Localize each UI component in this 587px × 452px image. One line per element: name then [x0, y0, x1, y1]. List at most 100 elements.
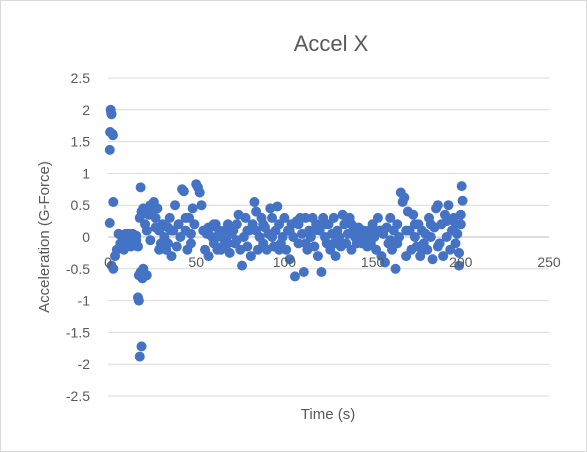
- data-point: [289, 271, 300, 282]
- data-point: [208, 219, 219, 230]
- data-point: [427, 254, 438, 265]
- data-point: [443, 200, 454, 211]
- data-points: [104, 104, 468, 362]
- data-point: [215, 244, 226, 255]
- data-point: [251, 225, 262, 236]
- x-axis-ticks: 0 50 100 150 200 250: [104, 254, 561, 270]
- data-point: [416, 244, 427, 255]
- data-point: [408, 209, 419, 220]
- data-point: [141, 225, 152, 236]
- data-point: [245, 251, 256, 262]
- x-tick-label: 100: [273, 254, 297, 270]
- data-point: [274, 244, 285, 255]
- data-point: [357, 238, 368, 249]
- data-point: [309, 241, 320, 252]
- data-point: [185, 228, 196, 239]
- data-point: [104, 144, 115, 155]
- y-axis-ticks: 2.5 2 1.5 1 0.5 0 -0.5 -1 -1.5 -2 -2.5: [66, 70, 90, 404]
- data-point: [135, 182, 146, 193]
- data-point: [293, 238, 304, 249]
- data-point: [171, 241, 182, 252]
- data-point: [150, 212, 161, 223]
- data-point: [224, 247, 235, 258]
- x-tick-label: 150: [361, 254, 385, 270]
- data-point: [319, 219, 330, 230]
- data-point: [328, 212, 339, 223]
- data-point: [438, 251, 449, 262]
- data-point: [312, 251, 323, 262]
- data-point: [231, 235, 242, 246]
- data-point: [131, 230, 142, 241]
- data-point: [237, 260, 248, 271]
- data-point: [203, 251, 214, 262]
- data-point: [173, 219, 184, 230]
- x-tick-label: 200: [449, 254, 473, 270]
- y-tick-label: 1: [82, 165, 90, 181]
- data-point: [162, 238, 173, 249]
- data-point: [330, 251, 341, 262]
- data-point: [390, 263, 401, 274]
- data-point: [432, 241, 443, 252]
- data-point: [104, 218, 115, 229]
- y-axis-label: Acceleration (G-Force): [36, 161, 53, 313]
- data-point: [281, 244, 292, 255]
- y-tick-label: -2: [78, 356, 91, 372]
- x-tick-label: 250: [537, 254, 561, 270]
- data-point: [337, 238, 348, 249]
- y-tick-label: -1.5: [66, 324, 90, 340]
- data-point: [249, 197, 260, 208]
- data-point: [242, 225, 253, 236]
- data-point: [170, 200, 181, 211]
- y-tick-label: -0.5: [66, 261, 90, 277]
- chart-title: Accel X: [294, 31, 369, 56]
- data-point: [180, 212, 191, 223]
- data-point: [409, 232, 420, 242]
- data-point: [441, 216, 452, 227]
- data-point: [185, 238, 196, 249]
- data-point: [267, 232, 278, 242]
- data-point: [108, 263, 119, 274]
- data-point: [452, 228, 463, 239]
- data-point: [279, 212, 290, 223]
- data-point: [346, 219, 357, 230]
- data-point: [194, 187, 205, 198]
- data-point: [154, 244, 165, 255]
- data-point: [365, 225, 376, 236]
- data-point: [293, 219, 304, 230]
- data-point: [392, 238, 403, 249]
- data-point: [272, 201, 283, 212]
- data-point: [457, 195, 468, 206]
- data-point: [450, 238, 461, 249]
- data-point: [152, 203, 163, 214]
- y-tick-label: -2.5: [66, 388, 90, 404]
- data-point: [141, 270, 152, 281]
- data-point: [432, 200, 443, 211]
- data-point: [133, 295, 144, 306]
- data-point: [455, 209, 466, 220]
- y-tick-label: 0: [82, 229, 90, 245]
- y-tick-label: 1.5: [71, 134, 91, 150]
- data-point: [284, 225, 295, 236]
- data-point: [454, 260, 465, 271]
- data-point: [300, 238, 311, 249]
- data-point: [134, 351, 145, 362]
- data-point: [258, 219, 269, 230]
- data-point: [150, 222, 161, 233]
- data-point: [392, 219, 403, 230]
- data-point: [164, 212, 175, 223]
- data-point: [309, 225, 320, 236]
- data-point: [376, 225, 387, 236]
- data-point: [409, 219, 420, 230]
- y-tick-label: 2: [82, 102, 90, 118]
- data-point: [456, 181, 467, 192]
- data-point: [145, 235, 156, 246]
- y-tick-label: 0.5: [71, 197, 91, 213]
- data-point: [240, 212, 251, 223]
- x-tick-label: 50: [188, 254, 204, 270]
- data-point: [108, 197, 119, 208]
- data-point: [454, 247, 465, 258]
- data-point: [267, 212, 278, 223]
- y-tick-label: -1: [78, 293, 91, 309]
- data-point: [379, 257, 390, 268]
- data-point: [166, 251, 177, 262]
